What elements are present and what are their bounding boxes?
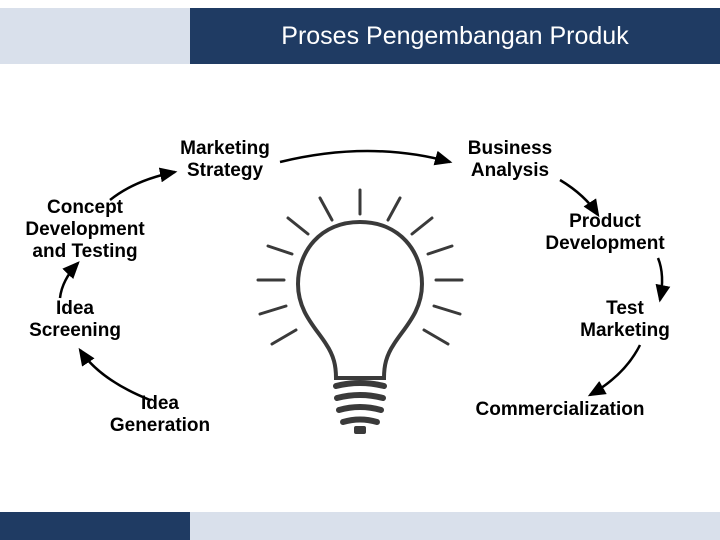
- arrow: [60, 263, 78, 298]
- arrow: [280, 151, 450, 162]
- page-title: Proses Pengembangan Produk: [281, 22, 628, 51]
- label-test-marketing: TestMarketing: [580, 298, 670, 342]
- arrow: [658, 258, 662, 300]
- footer-accent-dark: [0, 512, 190, 540]
- label-idea-screening: IdeaScreening: [29, 298, 121, 342]
- arrow: [110, 172, 175, 200]
- header-accent-dark: Proses Pengembangan Produk: [190, 8, 720, 64]
- footer-accent-light: [190, 512, 720, 540]
- label-marketing-strategy: MarketingStrategy: [180, 138, 270, 182]
- header-accent-light: [0, 8, 190, 64]
- arrow: [560, 180, 598, 215]
- label-concept-dev: ConceptDevelopmentand Testing: [25, 197, 144, 263]
- label-commercialization: Commercialization: [476, 399, 645, 421]
- slide-root: Proses Pengembangan Produk: [0, 0, 720, 540]
- label-idea-generation: IdeaGeneration: [110, 393, 210, 437]
- cycle-diagram: IdeaGeneration IdeaScreening ConceptDeve…: [0, 100, 720, 500]
- arrow: [590, 345, 640, 395]
- label-business-analysis: BusinessAnalysis: [468, 138, 552, 182]
- lightbulb-icon: [250, 180, 470, 440]
- label-product-dev: ProductDevelopment: [545, 211, 664, 255]
